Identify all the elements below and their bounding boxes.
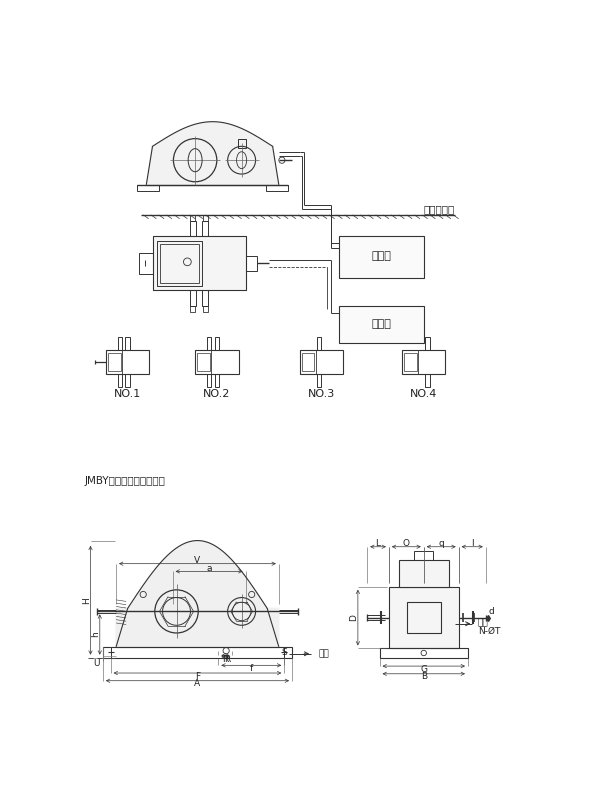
Bar bbox=[125, 338, 130, 349]
Bar bbox=[207, 338, 211, 349]
Bar bbox=[425, 338, 430, 349]
Text: h: h bbox=[91, 632, 100, 638]
Text: R: R bbox=[222, 655, 229, 665]
Text: NO.4: NO.4 bbox=[410, 389, 437, 400]
Bar bbox=[190, 215, 195, 221]
Bar bbox=[215, 374, 219, 387]
Bar bbox=[160, 244, 199, 283]
Bar bbox=[389, 587, 458, 649]
Bar bbox=[207, 374, 211, 387]
Text: JMBY减速机装配方式代号: JMBY减速机装配方式代号 bbox=[84, 475, 165, 486]
Bar bbox=[203, 215, 208, 221]
Bar bbox=[238, 139, 245, 148]
Polygon shape bbox=[116, 540, 279, 647]
Bar bbox=[152, 236, 245, 291]
Bar bbox=[197, 353, 210, 371]
Text: 稀油站: 稀油站 bbox=[371, 252, 391, 261]
Text: N-ØT: N-ØT bbox=[478, 627, 500, 636]
Bar bbox=[415, 551, 433, 560]
Text: U: U bbox=[94, 659, 100, 669]
Text: NO.1: NO.1 bbox=[114, 389, 142, 400]
Bar bbox=[109, 353, 121, 371]
Text: L: L bbox=[376, 539, 380, 548]
Bar bbox=[202, 221, 208, 236]
Text: f: f bbox=[250, 664, 253, 673]
Bar bbox=[317, 374, 322, 387]
Text: H: H bbox=[82, 597, 91, 603]
Text: D: D bbox=[349, 615, 359, 621]
Bar bbox=[203, 306, 208, 312]
Bar bbox=[399, 560, 449, 587]
Bar bbox=[118, 338, 122, 349]
Text: 车间地平面: 车间地平面 bbox=[424, 204, 455, 213]
Bar bbox=[118, 374, 122, 387]
Bar bbox=[402, 349, 445, 374]
Bar bbox=[190, 306, 195, 312]
Bar bbox=[106, 349, 149, 374]
Bar bbox=[190, 291, 196, 306]
Bar bbox=[215, 338, 219, 349]
Bar bbox=[266, 185, 288, 191]
Bar bbox=[103, 647, 292, 657]
Bar bbox=[125, 374, 130, 387]
Text: NO.2: NO.2 bbox=[203, 389, 230, 400]
Text: 注油: 注油 bbox=[478, 618, 489, 627]
Bar bbox=[190, 221, 196, 236]
Bar bbox=[245, 256, 257, 271]
Bar bbox=[338, 306, 424, 343]
Bar bbox=[139, 252, 152, 274]
Text: V: V bbox=[194, 556, 200, 565]
Text: NO.3: NO.3 bbox=[308, 389, 335, 400]
Text: q: q bbox=[439, 539, 444, 548]
Bar bbox=[195, 349, 239, 374]
Text: d: d bbox=[488, 607, 494, 616]
Text: O: O bbox=[403, 539, 410, 548]
Text: l: l bbox=[471, 539, 473, 548]
Bar bbox=[317, 338, 322, 349]
Bar bbox=[302, 353, 314, 371]
Text: 回油: 回油 bbox=[319, 650, 329, 658]
Text: B: B bbox=[421, 673, 427, 681]
Bar bbox=[425, 374, 430, 387]
Bar bbox=[338, 236, 424, 278]
Text: G: G bbox=[420, 665, 427, 673]
Text: a: a bbox=[206, 564, 212, 573]
Bar bbox=[407, 603, 441, 633]
Bar bbox=[202, 291, 208, 306]
Polygon shape bbox=[152, 122, 272, 146]
Text: S: S bbox=[281, 648, 287, 657]
Polygon shape bbox=[146, 146, 279, 185]
Text: A: A bbox=[194, 679, 200, 689]
Text: 稀油站: 稀油站 bbox=[371, 319, 391, 330]
Bar bbox=[380, 649, 468, 658]
Bar bbox=[137, 185, 158, 191]
Text: F: F bbox=[195, 672, 200, 681]
Bar bbox=[404, 353, 417, 371]
Bar bbox=[300, 349, 343, 374]
Bar bbox=[157, 241, 202, 286]
Text: R: R bbox=[224, 655, 231, 665]
